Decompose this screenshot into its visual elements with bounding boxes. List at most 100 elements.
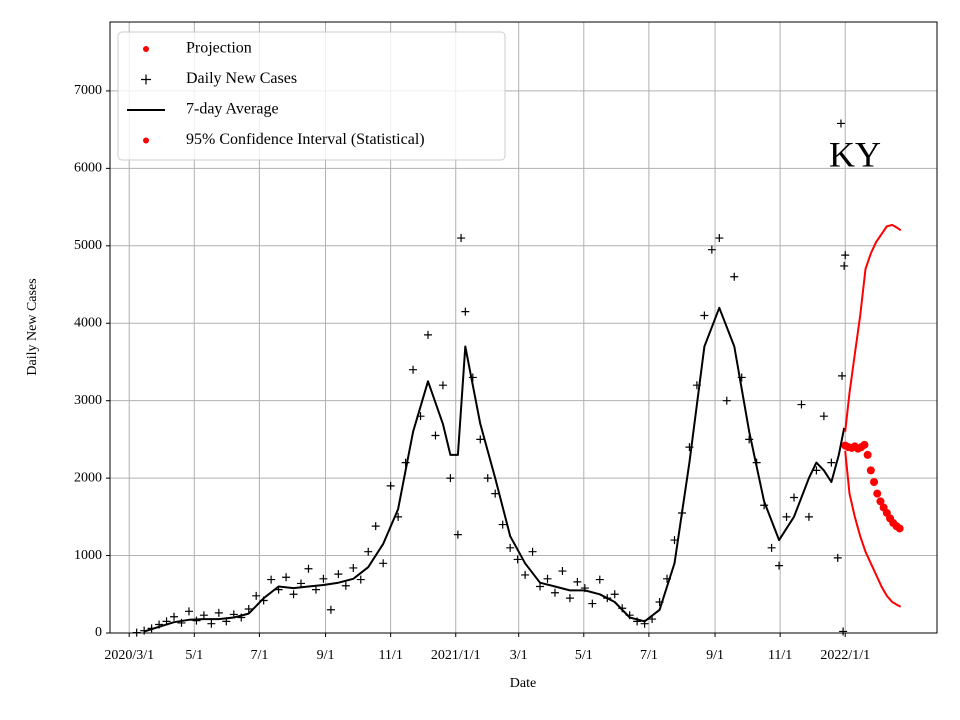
- case-marker: [588, 599, 597, 608]
- case-marker: [461, 307, 470, 316]
- case-marker: [491, 489, 500, 498]
- case-marker: [423, 330, 432, 339]
- case-marker: [833, 553, 842, 562]
- case-marker: [170, 612, 179, 621]
- x-tick-label: 9/1: [317, 648, 335, 663]
- case-marker: [364, 547, 373, 556]
- x-tick-label: 2021/1/1: [431, 648, 481, 663]
- y-tick-label: 1000: [74, 548, 102, 563]
- y-tick-label: 0: [95, 625, 102, 640]
- projection-marker: [895, 524, 904, 533]
- case-marker: [207, 619, 216, 628]
- x-tick-label: 7/1: [250, 648, 268, 663]
- x-tick-label: 9/1: [706, 648, 724, 663]
- case-marker: [812, 466, 821, 475]
- case-marker: [839, 627, 848, 636]
- case-marker: [409, 365, 418, 374]
- y-tick-label: 7000: [74, 83, 102, 98]
- case-marker: [438, 381, 447, 390]
- case-marker: [610, 590, 619, 599]
- case-marker: [528, 547, 537, 556]
- case-marker: [836, 119, 845, 128]
- x-tick-label: 7/1: [640, 648, 658, 663]
- case-marker: [341, 581, 350, 590]
- case-marker: [506, 543, 515, 552]
- case-marker: [819, 412, 828, 421]
- case-marker: [565, 594, 574, 603]
- average-line: [143, 306, 846, 633]
- legend-marker: [143, 46, 149, 52]
- legend-box: [117, 31, 506, 161]
- case-marker: [304, 564, 313, 573]
- projection-marker: [860, 440, 869, 449]
- projection-marker: [866, 466, 875, 475]
- legend-marker: [143, 137, 149, 144]
- case-marker: [558, 567, 567, 576]
- x-axis-label: Date: [510, 676, 536, 691]
- x-tick-label: 3/1: [510, 648, 528, 663]
- case-marker: [192, 616, 201, 625]
- projection-marker: [873, 489, 882, 498]
- case-marker: [386, 481, 395, 490]
- case-marker: [536, 582, 545, 591]
- case-marker: [326, 605, 335, 614]
- case-marker: [790, 493, 799, 502]
- case-marker: [483, 474, 492, 483]
- case-marker: [841, 251, 850, 260]
- x-tick-label: 5/1: [575, 648, 593, 663]
- legend-marker: [141, 74, 151, 85]
- legend-label: 95% Confidence Interval (Statistical): [186, 131, 425, 148]
- case-marker: [319, 574, 328, 583]
- x-tick-label: 2022/1/1: [820, 648, 870, 663]
- case-marker: [297, 579, 306, 588]
- case-marker: [550, 588, 559, 597]
- y-tick-label: 2000: [74, 470, 102, 485]
- case-marker: [244, 604, 253, 613]
- y-tick-label: 6000: [74, 161, 102, 176]
- case-marker: [267, 575, 276, 584]
- legend: Projection Daily New Cases 7-day Average 95…: [117, 31, 506, 161]
- legend-label: 7-day Average: [186, 101, 279, 118]
- case-marker: [730, 272, 739, 281]
- x-tick-label: 11/1: [768, 648, 792, 663]
- y-tick-label: 5000: [74, 238, 102, 253]
- case-marker: [431, 431, 440, 440]
- case-marker: [782, 512, 791, 521]
- case-marker: [356, 575, 365, 584]
- ci-lower: [844, 450, 902, 608]
- x-tick-label: 5/1: [185, 648, 203, 663]
- case-marker: [311, 585, 320, 594]
- y-axis-label: Daily New Cases: [25, 278, 40, 375]
- x-tick-label: 2020/3/1: [104, 648, 154, 663]
- case-marker: [349, 563, 358, 572]
- case-marker: [715, 234, 724, 243]
- x-tick-label: 11/1: [378, 648, 402, 663]
- case-marker: [184, 607, 193, 616]
- case-marker: [446, 474, 455, 483]
- case-marker: [707, 245, 716, 254]
- case-marker: [513, 555, 522, 564]
- case-marker: [457, 234, 466, 243]
- case-marker: [775, 561, 784, 570]
- ci-upper: [844, 223, 902, 432]
- annotation: KY: [829, 134, 881, 174]
- case-marker: [722, 396, 731, 405]
- case-marker: [289, 590, 298, 599]
- case-marker: [797, 400, 806, 409]
- case-marker: [767, 543, 776, 552]
- case-marker: [371, 522, 380, 531]
- y-tick-label: 4000: [74, 315, 102, 330]
- case-marker: [804, 512, 813, 521]
- case-marker: [700, 311, 709, 320]
- case-marker: [453, 530, 462, 539]
- y-tick-label: 3000: [74, 393, 102, 408]
- case-marker: [543, 574, 552, 583]
- case-marker: [379, 559, 388, 568]
- case-marker: [476, 435, 485, 444]
- case-marker: [252, 591, 261, 600]
- projection-marker: [870, 477, 879, 486]
- case-marker: [840, 261, 849, 270]
- case-marker: [838, 371, 847, 380]
- case-marker: [282, 573, 291, 582]
